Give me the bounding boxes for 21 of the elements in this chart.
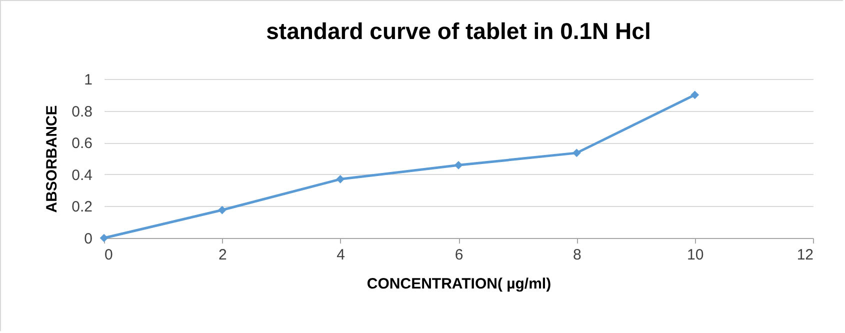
x-tick-label: 2 <box>218 246 227 264</box>
y-tick-label: 0.6 <box>72 135 92 152</box>
point <box>454 160 463 170</box>
chart-title: standard curve of tablet in 0.1N Hcl <box>266 18 651 44</box>
point <box>572 148 581 158</box>
x-tick-label: 6 <box>454 246 464 264</box>
y-tick-label: 0.2 <box>72 198 92 216</box>
y-axis-title: ABSORBANCE <box>44 105 61 213</box>
y-tick-label: 0.4 <box>72 166 92 184</box>
point <box>690 90 700 100</box>
point <box>336 174 345 184</box>
y-tick-label: 1 <box>84 72 92 88</box>
x-tick-label: 10 <box>686 246 704 264</box>
x-axis-title: CONCENTRATION( µg/ml) <box>366 276 552 292</box>
x-tick-label: 12 <box>796 246 814 264</box>
x-tick-label: 0 <box>104 246 113 264</box>
y-tick-label: 0 <box>84 230 92 248</box>
x-tick-label: 8 <box>572 246 582 264</box>
x-tick-label: 4 <box>336 246 346 264</box>
y-tick-label: 0.8 <box>72 103 92 120</box>
point <box>218 206 226 214</box>
